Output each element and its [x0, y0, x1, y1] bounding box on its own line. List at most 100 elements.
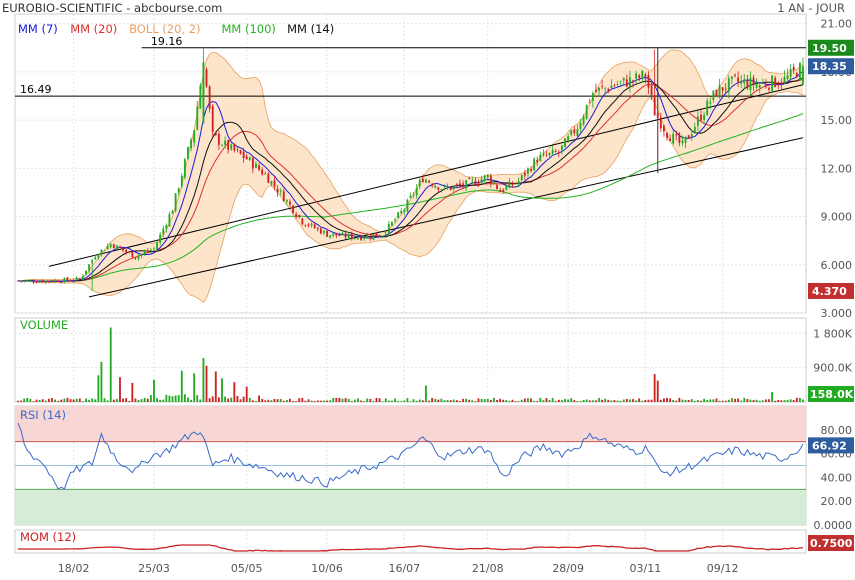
candle-body — [375, 232, 378, 237]
volume-bar — [579, 401, 582, 402]
volume-bar — [724, 400, 727, 402]
volume-bar — [316, 400, 319, 402]
candle-body — [517, 181, 520, 184]
candle-body — [700, 114, 702, 121]
volume-bar — [462, 398, 464, 402]
candle-body — [227, 140, 230, 150]
candle-body — [406, 199, 409, 212]
candle-body — [378, 236, 381, 237]
volume-bar — [434, 398, 437, 402]
candle-body — [180, 175, 183, 187]
candle-body — [415, 187, 418, 196]
last-price-badge-bg — [808, 58, 854, 75]
candle-body — [230, 144, 233, 150]
volume-bar — [523, 398, 526, 402]
candle-body — [338, 234, 341, 236]
candle-body — [264, 173, 267, 175]
volume-bar — [493, 397, 495, 402]
candle-body — [798, 62, 801, 80]
candle-body — [276, 188, 279, 193]
candle-body — [109, 243, 112, 248]
candle-body — [536, 159, 539, 163]
volume-panel — [14, 317, 807, 403]
candle-body — [743, 79, 746, 84]
momentum-line — [18, 544, 803, 552]
candle-body — [715, 89, 718, 96]
candle-body — [347, 234, 350, 238]
candle-body — [29, 280, 32, 281]
volume-bar — [734, 398, 736, 402]
volume-bar — [146, 398, 149, 402]
candle-body — [641, 70, 644, 78]
volume-bar — [106, 400, 109, 402]
candle-body — [656, 112, 659, 118]
candle-body — [270, 181, 273, 185]
volume-bar — [292, 400, 294, 402]
candle-body — [217, 133, 220, 145]
legend-entry: MM (7) — [18, 22, 58, 36]
candle-body — [471, 179, 474, 181]
candle-body — [156, 242, 158, 250]
volume-bar — [347, 398, 350, 402]
volume-title: VOLUME — [20, 318, 68, 332]
volume-bar — [41, 399, 44, 402]
candle-body — [792, 67, 795, 71]
candle-body — [514, 183, 517, 185]
candle-body — [696, 116, 699, 126]
volume-bar — [196, 395, 199, 402]
rsi-y-tick: 0.0000 — [814, 519, 853, 532]
volume-bar — [100, 361, 103, 402]
candle-body — [366, 235, 369, 239]
volume-bar — [625, 398, 628, 402]
volume-bar — [743, 397, 746, 402]
price-panel — [14, 13, 807, 314]
volume-bar — [112, 399, 115, 402]
volume-bar — [777, 399, 780, 402]
volume-bar — [616, 400, 619, 402]
volume-bar — [542, 400, 545, 402]
candle-body — [666, 132, 668, 138]
candle-body — [20, 280, 23, 282]
volume-bar — [468, 399, 471, 402]
volume-bar — [641, 400, 644, 402]
candle-body — [301, 218, 304, 225]
volume-bar — [125, 398, 128, 402]
candle-body — [607, 88, 610, 91]
period-label: 1 AN - JOUR — [777, 1, 845, 15]
candle-body — [462, 183, 464, 186]
volume-bar — [221, 378, 223, 402]
candle-body — [255, 163, 257, 168]
candle-body — [764, 85, 767, 87]
candle-body — [511, 183, 514, 186]
volume-bar — [310, 400, 313, 402]
candle-body — [134, 257, 137, 259]
volume-bar — [63, 398, 66, 402]
volume-bar — [236, 395, 239, 402]
x-tick-label: 28/09 — [552, 562, 584, 575]
volume-bar — [75, 398, 78, 402]
volume-bar — [239, 399, 242, 402]
legend-entry: MM (14) — [287, 22, 334, 36]
volume-bar — [502, 399, 505, 402]
candle-body — [353, 238, 356, 239]
volume-bar — [607, 399, 610, 402]
candle-body — [591, 93, 594, 101]
candle-body — [412, 194, 415, 196]
candle-body — [789, 68, 792, 77]
rsi-last-badge: 66.92 — [812, 439, 847, 452]
channel-lower-line — [88, 137, 804, 298]
volume-bar — [394, 398, 396, 402]
candle-body — [47, 280, 50, 282]
candle-body — [493, 183, 495, 184]
legend-entry: BOLL (20, 2) — [129, 22, 200, 36]
candle-body — [279, 190, 282, 192]
period-low-badge-bg — [808, 282, 854, 299]
candle-body — [57, 280, 60, 282]
candle-body — [663, 125, 665, 132]
candle-body — [106, 245, 109, 250]
candle-body — [502, 189, 505, 192]
candle-body — [672, 133, 675, 144]
candle-body — [310, 223, 313, 226]
candle-body — [159, 234, 162, 243]
volume-bar — [622, 399, 625, 402]
